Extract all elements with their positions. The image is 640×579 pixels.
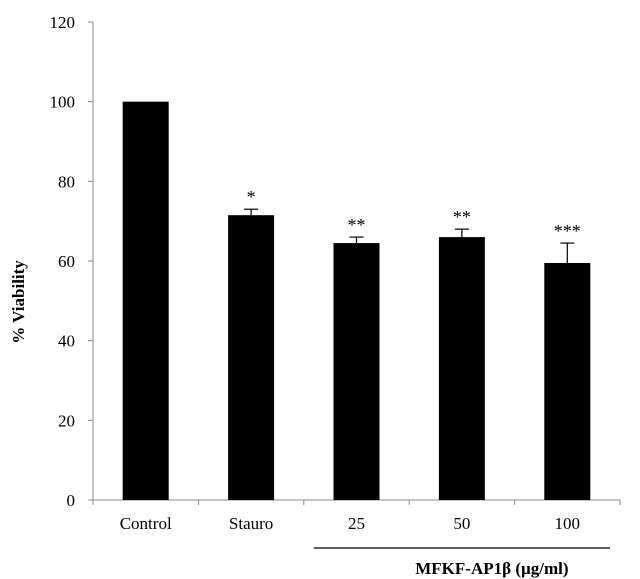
group-label: MFKF-AP1β (µg/ml) (415, 559, 568, 578)
y-tick-label: 60 (58, 252, 75, 271)
x-tick-label: Control (120, 514, 172, 533)
y-tick-label: 20 (58, 411, 75, 430)
y-tick-label: 40 (58, 332, 75, 351)
y-tick-label: 80 (58, 172, 75, 191)
significance-mark: *** (554, 221, 581, 241)
x-tick-labels: Control Stauro 25 50 100 (120, 514, 580, 533)
y-tick-label: 0 (67, 491, 76, 510)
bar-50 (438, 237, 485, 500)
y-tick-label: 120 (50, 13, 76, 32)
y-axis-label: % Viability (9, 260, 28, 344)
y-ticks: 0 20 40 60 80 100 120 (50, 13, 621, 510)
bar-control (122, 101, 169, 501)
significance-mark: * (247, 187, 256, 207)
significance-mark: ** (348, 215, 366, 235)
significance-mark: ** (453, 207, 471, 227)
x-tick-label: Stauro (229, 514, 273, 533)
bar-stauro (228, 215, 275, 501)
x-tick-label: 50 (453, 514, 470, 533)
x-tick-label: 25 (348, 514, 365, 533)
x-tick-label: 100 (555, 514, 581, 533)
y-tick-label: 100 (50, 93, 76, 112)
bar-100 (544, 262, 591, 500)
bar-25 (333, 243, 380, 500)
bars: *** ***** (122, 101, 591, 501)
